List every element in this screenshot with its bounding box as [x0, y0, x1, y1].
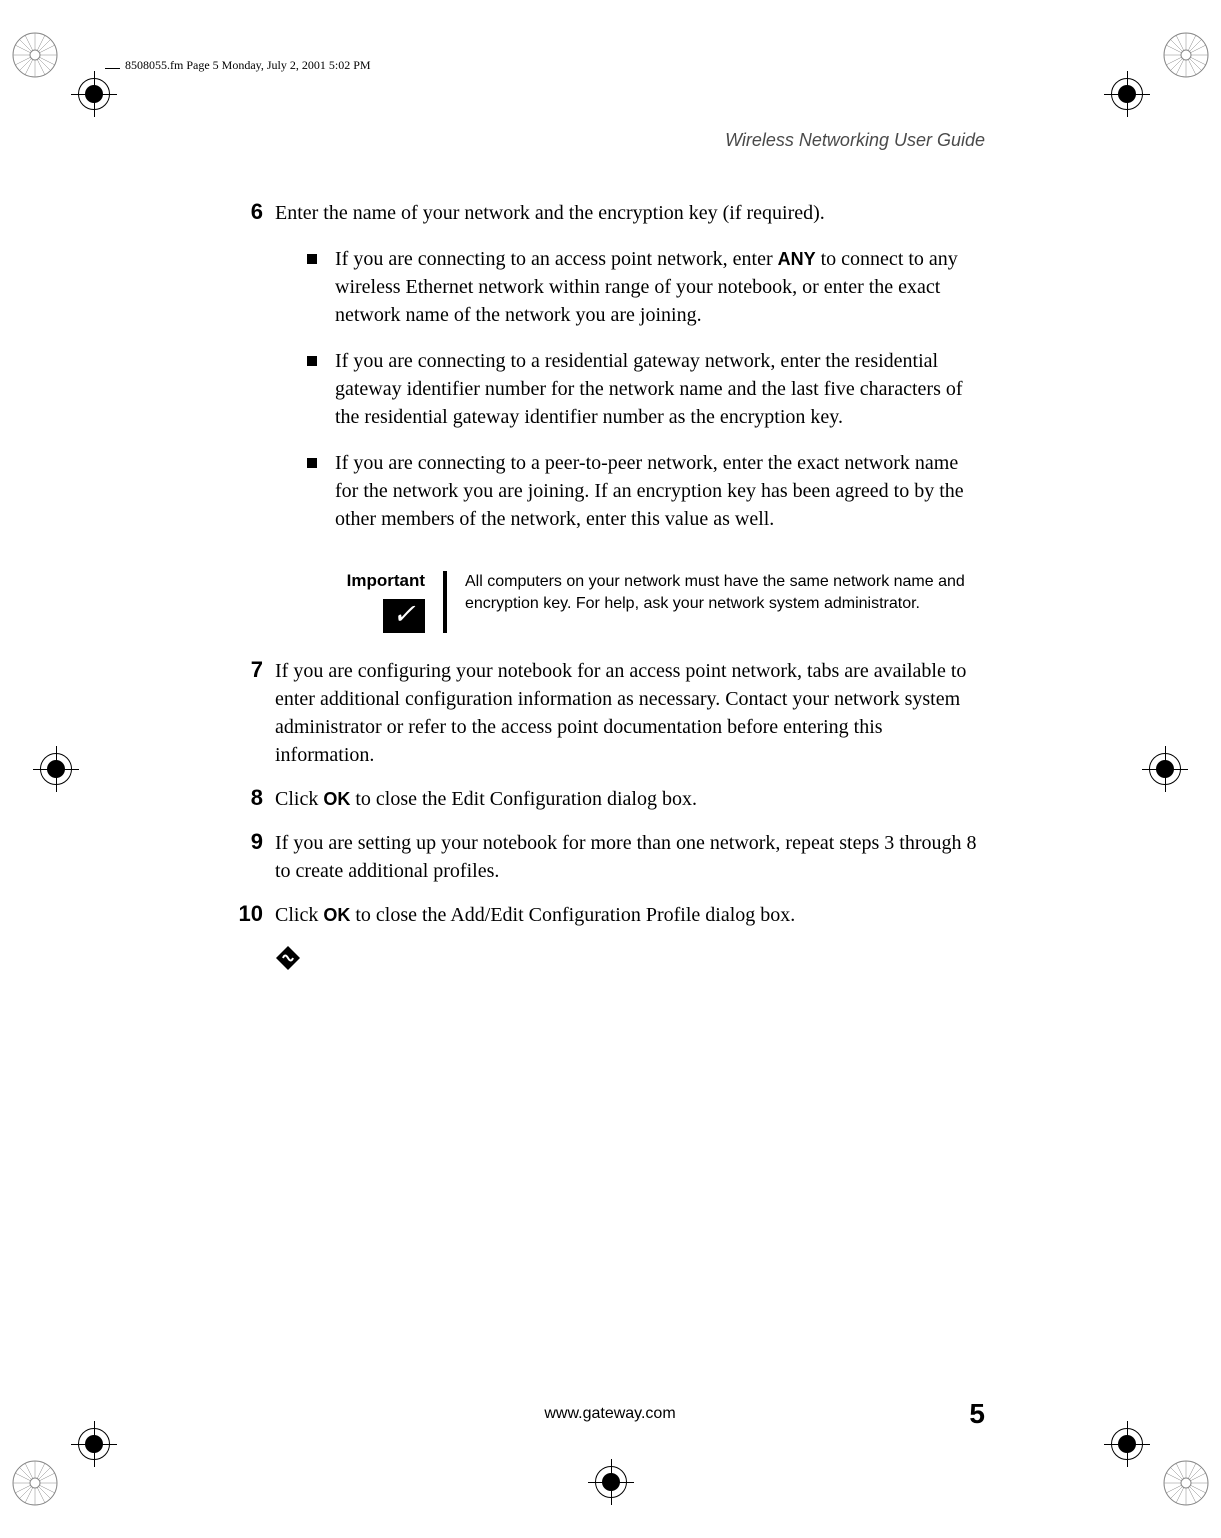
important-label-column: Important — [305, 571, 425, 633]
step-body: If you are setting up your notebook for … — [275, 829, 985, 885]
bullet-text: If you are connecting to a residential g… — [335, 347, 985, 431]
crop-target-br — [1161, 1458, 1211, 1508]
important-divider — [443, 571, 447, 633]
step-7: 7 If you are configuring your notebook f… — [235, 657, 985, 769]
crop-target-tl — [10, 30, 60, 80]
bullet-item: If you are connecting to a residential g… — [275, 347, 985, 431]
crop-target-tr — [1161, 30, 1211, 80]
frame-header-text: 8508055.fm Page 5 Monday, July 2, 2001 5… — [120, 58, 376, 73]
bullet-item: If you are connecting to an access point… — [275, 245, 985, 329]
step-body: Click OK to close the Edit Configuration… — [275, 785, 985, 813]
footer-page-number: 5 — [969, 1398, 985, 1430]
step-number: 9 — [235, 829, 275, 885]
checkmark-icon — [383, 599, 425, 633]
step-number: 10 — [235, 901, 275, 929]
important-text: All computers on your network must have … — [465, 571, 985, 633]
step-number: 7 — [235, 657, 275, 769]
page-content: Wireless Networking User Guide 6 Enter t… — [235, 130, 985, 978]
bullet-square-icon — [307, 254, 317, 264]
step-body: Enter the name of your network and the e… — [275, 199, 985, 551]
registration-mark — [78, 78, 110, 110]
important-callout: Important All computers on your network … — [305, 571, 985, 633]
step-6-bullets: If you are connecting to an access point… — [275, 245, 985, 533]
registration-mark — [40, 753, 72, 785]
step-number: 8 — [235, 785, 275, 813]
step-body: If you are configuring your notebook for… — [275, 657, 985, 769]
bullet-square-icon — [307, 458, 317, 468]
important-label: Important — [305, 571, 425, 591]
crop-target-bl — [10, 1458, 60, 1508]
step-number: 6 — [235, 199, 275, 551]
step-9: 9 If you are setting up your notebook fo… — [235, 829, 985, 885]
ok-keyword: OK — [323, 789, 350, 809]
step-body: Click OK to close the Add/Edit Configura… — [275, 901, 985, 929]
step-6: 6 Enter the name of your network and the… — [235, 199, 985, 551]
registration-mark — [1149, 753, 1181, 785]
page-footer: www.gateway.com 5 — [235, 1405, 985, 1423]
ok-keyword: OK — [323, 905, 350, 925]
step-text: Enter the name of your network and the e… — [275, 202, 825, 224]
bullet-text: If you are connecting to an access point… — [335, 245, 985, 329]
bullet-text: If you are connecting to a peer-to-peer … — [335, 449, 985, 533]
registration-mark — [1111, 78, 1143, 110]
bullet-square-icon — [307, 356, 317, 366]
step-10: 10 Click OK to close the Add/Edit Config… — [235, 901, 985, 929]
registration-mark — [595, 1466, 627, 1498]
end-of-procedure-icon — [275, 945, 985, 978]
registration-mark — [1111, 1428, 1143, 1460]
registration-mark — [78, 1428, 110, 1460]
bullet-item: If you are connecting to a peer-to-peer … — [275, 449, 985, 533]
running-header: Wireless Networking User Guide — [235, 130, 985, 151]
any-keyword: ANY — [778, 249, 816, 269]
step-8: 8 Click OK to close the Edit Configurati… — [235, 785, 985, 813]
footer-url: www.gateway.com — [544, 1405, 675, 1423]
